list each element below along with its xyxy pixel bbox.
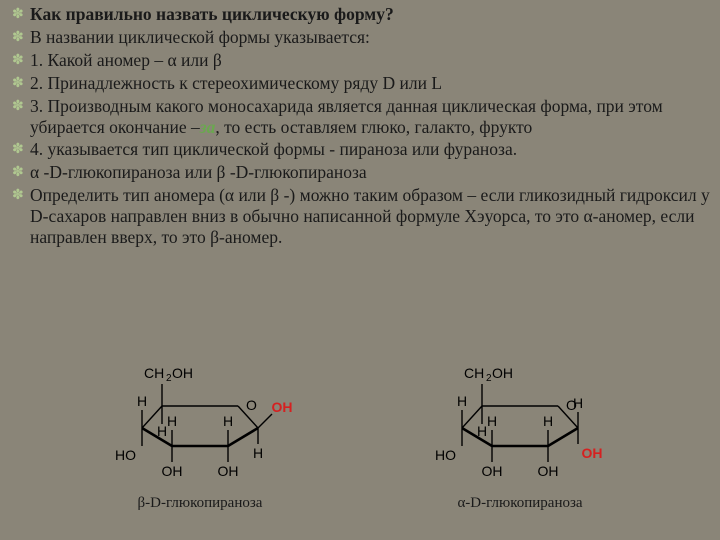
bullet-text: В названии циклической формы указывается…	[30, 27, 710, 48]
bullet-text: Как правильно назвать циклическую форму?	[30, 4, 710, 25]
molecule-alpha: OCH2OHHHHOHOHHOHHOH	[420, 349, 620, 489]
bullet-line-0: ✽Как правильно назвать циклическую форму…	[10, 4, 710, 26]
svg-text:OH: OH	[272, 399, 293, 415]
molecule-beta: OCH2OHHHHOHOHHOHHOH	[100, 349, 300, 489]
svg-text:OH: OH	[218, 463, 239, 479]
bullet-text: 1. Какой аномер – α или β	[30, 50, 710, 71]
svg-text:H: H	[137, 393, 147, 409]
svg-text:OH: OH	[538, 463, 559, 479]
bullet-icon: ✽	[10, 50, 30, 72]
svg-text:H: H	[477, 423, 487, 439]
bullet-line-6: ✽α -D-глюкопираноза или β -D-глюкопирано…	[10, 162, 710, 184]
bullet-icon: ✽	[10, 162, 30, 184]
bullet-text: 4. указывается тип циклической формы - п…	[30, 139, 710, 160]
svg-text:H: H	[543, 413, 553, 429]
bullet-icon: ✽	[10, 139, 30, 161]
svg-text:OH: OH	[172, 365, 193, 381]
bullet-icon: ✽	[10, 96, 30, 118]
svg-text:H: H	[223, 413, 233, 429]
bullet-text: α -D-глюкопираноза или β -D-глюкопираноз…	[30, 162, 710, 183]
bullet-text: 3. Производным какого моносахарида являе…	[30, 96, 710, 138]
bullet-line-2: ✽1. Какой аномер – α или β	[10, 50, 710, 72]
bullet-text: 2. Принадлежность к стереохимическому ря…	[30, 73, 710, 94]
bullet-line-4: ✽3. Производным какого моносахарида явля…	[10, 96, 710, 138]
bullet-line-7: ✽Определить тип аномера (α или β -) можн…	[10, 185, 710, 248]
svg-text:H: H	[157, 423, 167, 439]
svg-text:H: H	[487, 413, 497, 429]
bullet-line-3: ✽2. Принадлежность к стереохимическому р…	[10, 73, 710, 95]
bullet-icon: ✽	[10, 4, 30, 26]
svg-text:H: H	[167, 413, 177, 429]
svg-text:OH: OH	[162, 463, 183, 479]
svg-text:H: H	[253, 445, 263, 461]
bullet-line-1: ✽В названии циклической формы указываетс…	[10, 27, 710, 49]
svg-text:CH: CH	[144, 365, 164, 381]
svg-text:H: H	[573, 395, 583, 411]
svg-text:HO: HO	[115, 447, 136, 463]
svg-text:OH: OH	[492, 365, 513, 381]
bullet-icon: ✽	[10, 185, 30, 207]
bullet-line-5: ✽4. указывается тип циклической формы - …	[10, 139, 710, 161]
caption-beta: β-D-глюкопираноза	[138, 495, 263, 512]
caption-alpha: α-D-глюкопираноза	[457, 495, 582, 512]
bullet-icon: ✽	[10, 27, 30, 49]
svg-text:HO: HO	[435, 447, 456, 463]
svg-text:H: H	[457, 393, 467, 409]
svg-text:CH: CH	[464, 365, 484, 381]
svg-text:OH: OH	[482, 463, 503, 479]
svg-text:O: O	[246, 397, 257, 413]
svg-text:OH: OH	[582, 445, 603, 461]
bullet-text: Определить тип аномера (α или β -) можно…	[30, 185, 710, 248]
bullet-icon: ✽	[10, 73, 30, 95]
